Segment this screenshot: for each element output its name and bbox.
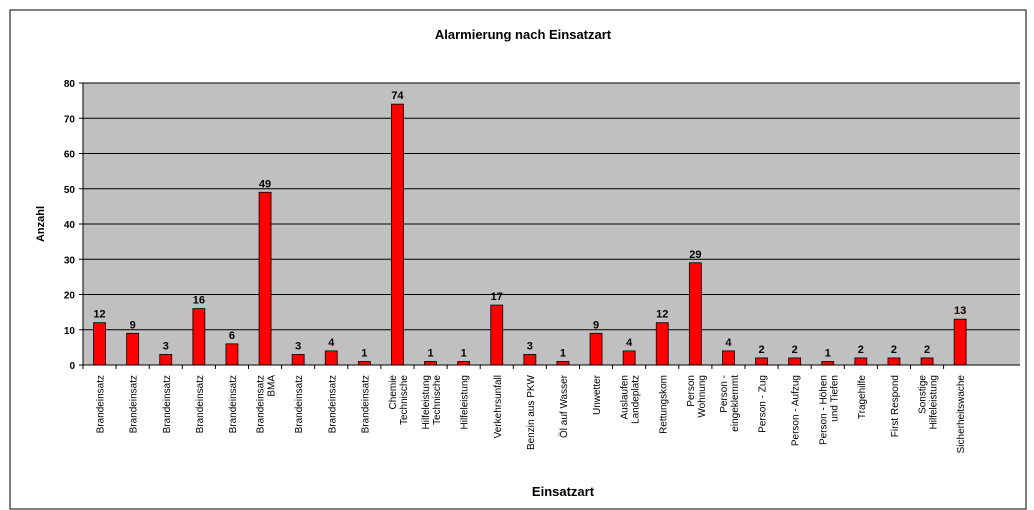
x-tick-label: PersonWohnung xyxy=(686,375,708,418)
bar xyxy=(424,361,437,366)
bar xyxy=(887,357,901,366)
data-label: 2 xyxy=(758,344,764,356)
data-label: 3 xyxy=(527,340,533,352)
x-tick-label: Brandeinsatz xyxy=(360,375,371,433)
x-tick-label: Hilfeleistung xyxy=(460,375,471,429)
x-tick-label: Person - Zug xyxy=(758,375,769,433)
bar xyxy=(622,350,636,366)
x-tick-label: First Respond xyxy=(890,375,901,437)
data-label: 2 xyxy=(858,344,864,356)
x-axis-title: Einsatzart xyxy=(532,484,595,499)
y-tick-label: 40 xyxy=(64,220,76,231)
data-label: 1 xyxy=(361,347,367,359)
bar xyxy=(953,318,967,366)
data-label: 12 xyxy=(93,309,105,321)
bar xyxy=(258,191,272,366)
x-tick-label: Brandeinsatz xyxy=(96,375,107,433)
bar xyxy=(854,357,868,366)
bar xyxy=(324,350,338,366)
bar xyxy=(788,357,802,366)
bar xyxy=(457,361,471,366)
data-label: 13 xyxy=(954,305,966,317)
y-tick-label: 50 xyxy=(64,185,76,196)
bar xyxy=(821,361,835,366)
y-tick-label: 60 xyxy=(64,150,76,161)
bar xyxy=(291,354,305,366)
y-tick-label: 30 xyxy=(64,255,76,266)
bar xyxy=(391,103,404,366)
bar xyxy=(722,350,735,366)
data-label: 1 xyxy=(461,347,467,359)
x-tick-label: BrandeinsatzBMA xyxy=(256,375,278,434)
x-tick-label: Unwetter xyxy=(592,374,603,415)
x-tick-label: Brandeinsatz xyxy=(327,375,338,433)
chart-title: Alarmierung nach Einsatzart xyxy=(435,27,612,42)
bar xyxy=(159,354,173,366)
data-label: 4 xyxy=(626,337,633,349)
data-label: 9 xyxy=(130,319,136,331)
x-tick-label: Person -eingeklemmt xyxy=(719,375,741,432)
y-tick-label: 80 xyxy=(64,79,76,90)
y-axis-title: Anzahl xyxy=(35,206,47,242)
bar xyxy=(192,308,206,366)
data-label: 4 xyxy=(328,337,335,349)
x-tick-label: Brandeinsatz xyxy=(228,375,239,433)
data-label: 49 xyxy=(259,178,271,190)
data-label: 2 xyxy=(924,344,930,356)
bar xyxy=(920,357,934,366)
x-tick-label: Öl auf Wasser xyxy=(558,374,570,438)
data-label: 6 xyxy=(229,330,235,342)
bar xyxy=(93,322,106,366)
bar xyxy=(655,322,669,366)
data-label: 1 xyxy=(825,347,831,359)
x-tick-label: SonstigeHilfeleistung xyxy=(918,375,940,430)
x-tick-label: Brandeinsatz xyxy=(195,375,206,433)
x-tick-label: Rettungskom xyxy=(658,375,669,434)
y-tick-label: 0 xyxy=(69,361,75,372)
bar xyxy=(556,361,570,366)
data-label: 17 xyxy=(491,291,503,303)
x-tick-label: Brandeinsatz xyxy=(294,375,305,433)
y-tick-label: 10 xyxy=(64,326,76,337)
data-label: 4 xyxy=(725,337,732,349)
x-tick-label: Brandeinsatz xyxy=(162,375,173,433)
data-label: 74 xyxy=(391,90,404,102)
data-label: 29 xyxy=(689,249,701,261)
bar xyxy=(688,262,702,366)
x-tick-label: Sicherheitswache xyxy=(956,375,967,454)
bar xyxy=(490,304,504,366)
data-label: 16 xyxy=(193,295,205,307)
x-tick-label: Person - Höhenund Tiefen xyxy=(818,375,840,445)
bar xyxy=(225,343,239,366)
data-label: 3 xyxy=(163,340,169,352)
x-tick-label: ChemieTechnische xyxy=(388,375,410,425)
x-tick-label: Person - Aufzug xyxy=(791,375,802,446)
data-label: 1 xyxy=(427,347,433,359)
data-label: 12 xyxy=(656,309,668,321)
data-label: 3 xyxy=(295,340,301,352)
x-tick-label: Brandeinsatz xyxy=(129,375,140,433)
data-label: 1 xyxy=(560,347,566,359)
bar xyxy=(126,332,140,366)
x-tick-label: Benzin aus PKW xyxy=(526,374,537,450)
x-tick-label: Tragehilfe xyxy=(857,375,868,420)
x-tick-label: HilfeleistungTechnische xyxy=(421,375,443,430)
data-label: 2 xyxy=(792,344,798,356)
x-tick-label: Verkehrsunfall xyxy=(493,375,504,438)
y-tick-label: 20 xyxy=(64,291,76,302)
bar xyxy=(589,332,603,366)
bar xyxy=(357,361,371,366)
bar xyxy=(523,354,537,366)
bar xyxy=(755,357,768,366)
data-label: 9 xyxy=(593,319,599,331)
x-tick-label: AuslaufenLandeplatz xyxy=(620,375,642,424)
y-tick-label: 70 xyxy=(64,114,76,125)
data-label: 2 xyxy=(891,344,897,356)
